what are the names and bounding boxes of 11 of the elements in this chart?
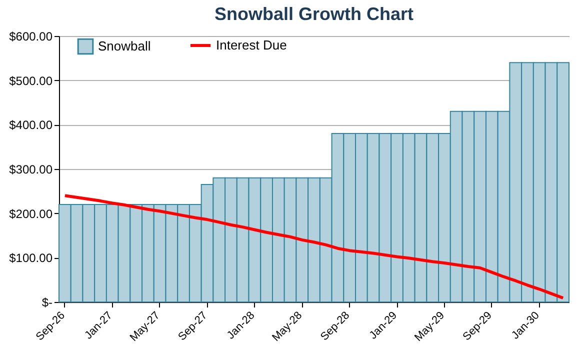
legend-label: Interest Due bbox=[216, 38, 287, 52]
y-tick-label: $600.00 bbox=[9, 30, 53, 44]
line-series bbox=[63, 194, 565, 300]
y-tick-label: $200.00 bbox=[9, 206, 53, 221]
chart-title: Snowball Growth Chart bbox=[214, 4, 414, 24]
y-tick-label: $300.00 bbox=[9, 162, 53, 176]
y-tick-label: $500.00 bbox=[9, 74, 53, 88]
y-tick-label: $100.00 bbox=[9, 251, 53, 266]
y-tick-label: $400.00 bbox=[9, 118, 53, 132]
legend-label: Snowball bbox=[98, 38, 151, 54]
y-tick-label: $- bbox=[42, 296, 52, 310]
